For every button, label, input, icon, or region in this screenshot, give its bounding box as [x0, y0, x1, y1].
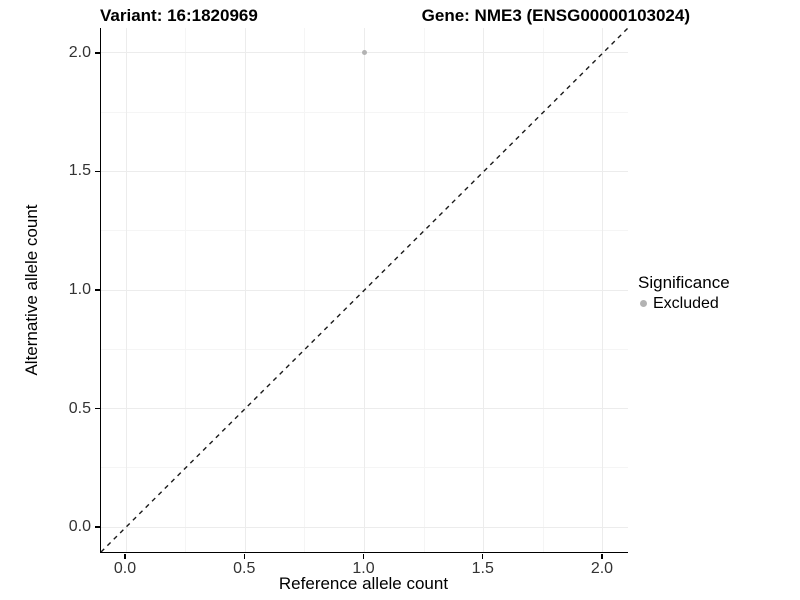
x-axis-tick	[243, 553, 246, 559]
x-axis-tick-label: 0.0	[113, 560, 137, 577]
x-axis-title: Reference allele count	[278, 574, 449, 593]
x-axis-tick	[362, 553, 365, 559]
plot-title-row: Variant: 16:1820969 Gene: NME3 (ENSG0000…	[100, 6, 690, 26]
x-axis-tick-label: 2.0	[590, 560, 614, 577]
major-gridline-horizontal	[101, 408, 628, 410]
y-axis-tick	[95, 52, 100, 54]
legend-entry: Excluded	[638, 293, 730, 314]
identity-reference-line	[101, 28, 628, 552]
y-axis-tick	[95, 289, 100, 291]
legend-entries: Excluded	[638, 293, 730, 314]
y-axis-tick	[95, 170, 100, 173]
x-axis-tick-label: 0.5	[233, 560, 256, 577]
y-axis-tick-label: 0.5	[68, 399, 91, 417]
x-axis-tick-label: 1.0	[352, 560, 375, 577]
plot-title-variant: Variant: 16:1820969	[100, 6, 258, 25]
y-axis-tick-label: 1.5	[68, 162, 91, 180]
legend-entry-label: Excluded	[653, 295, 719, 312]
major-gridline-horizontal	[101, 526, 628, 528]
x-axis-tick	[124, 553, 126, 559]
plot-panel	[100, 28, 628, 553]
y-axis-tick-label: 1.0	[68, 281, 91, 298]
y-axis-tick	[95, 526, 100, 528]
y-axis-title: Alternative allele count	[22, 204, 41, 376]
legend-title: Significance	[638, 273, 730, 292]
data-point	[362, 50, 367, 56]
plot-title-gene: Gene: NME3 (ENSG00000103024)	[421, 6, 690, 25]
legend: Significance Excluded	[638, 272, 730, 314]
x-axis-tick-label: 1.5	[471, 560, 494, 577]
y-axis-tick	[95, 407, 100, 410]
legend-key-dot	[640, 300, 647, 307]
y-axis-tick-label: 0.0	[68, 518, 91, 536]
x-axis-tick	[601, 553, 603, 559]
y-axis-tick-label: 2.0	[68, 43, 91, 61]
x-axis-tick	[481, 553, 484, 559]
major-gridline-horizontal	[101, 170, 628, 172]
